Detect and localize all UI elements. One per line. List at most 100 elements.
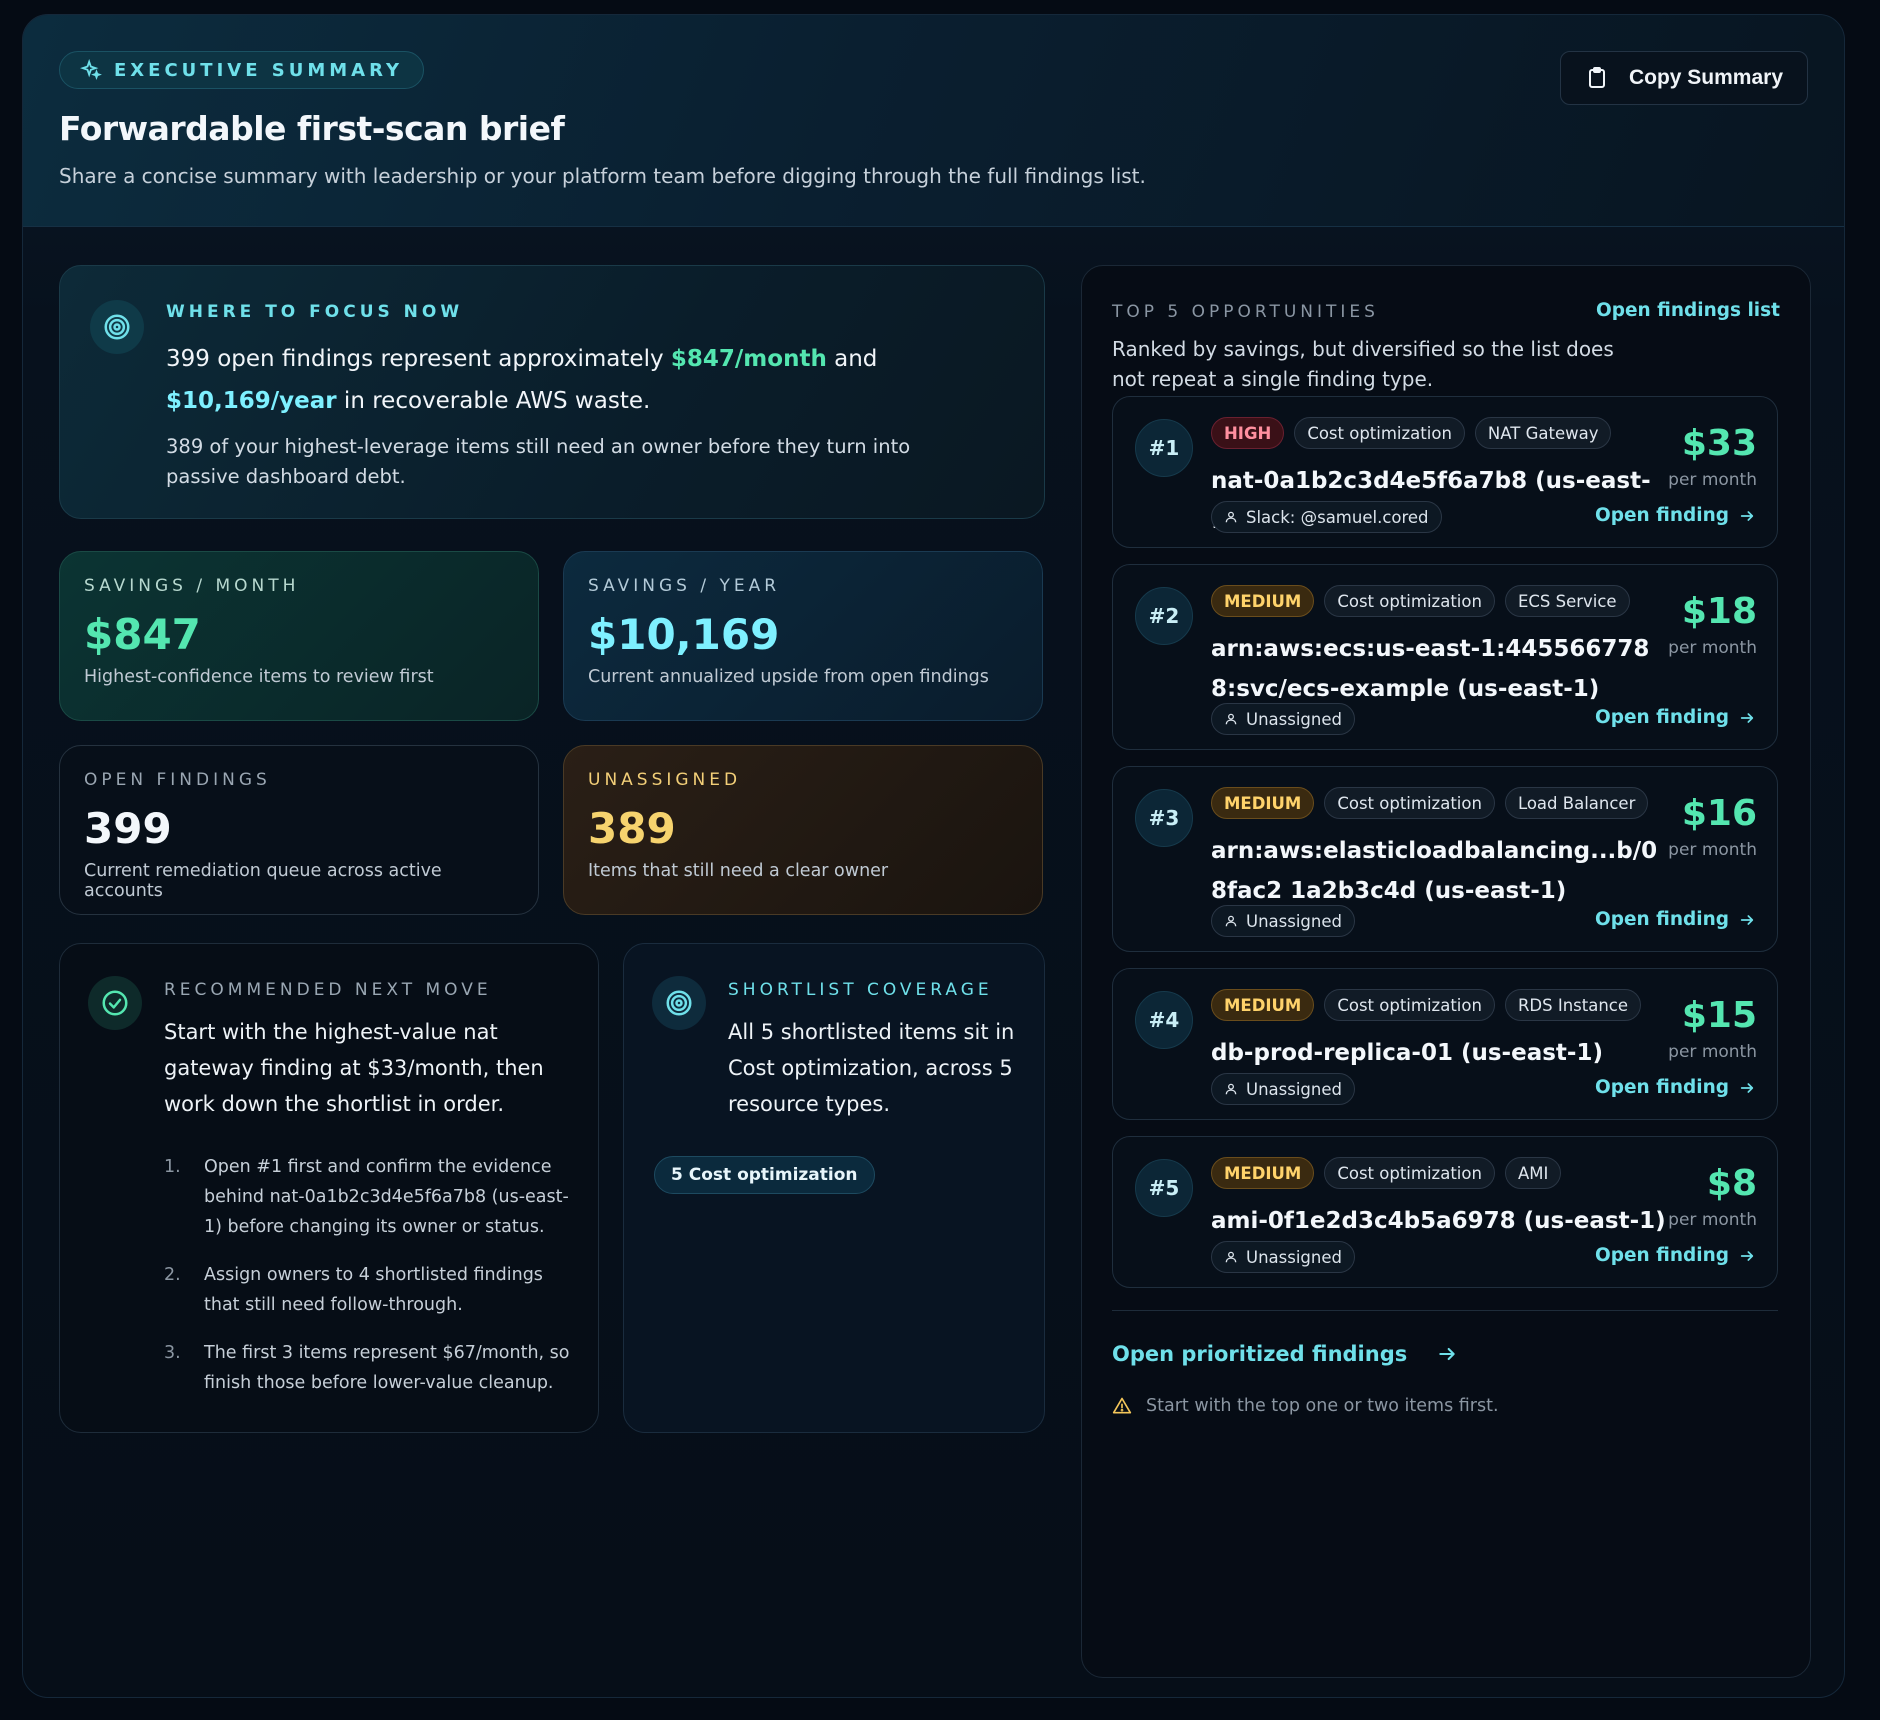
focus-monthly: $847/month	[670, 346, 827, 372]
owner-chip[interactable]: Unassigned	[1211, 905, 1355, 937]
divider	[1112, 1310, 1778, 1311]
user-icon	[1225, 915, 1237, 927]
opportunity-item: #5 MEDIUM Cost optimization AMI ami-0f1e…	[1112, 1136, 1778, 1288]
open-finding-link[interactable]: Open finding	[1595, 909, 1755, 930]
open-findings-list-link[interactable]: Open findings list	[1596, 300, 1780, 321]
amount-period: per month	[1668, 840, 1757, 860]
resource-type-tag: RDS Instance	[1504, 989, 1642, 1021]
severity-tag: MEDIUM	[1211, 1157, 1315, 1189]
stat-label: UNASSIGNED	[588, 770, 742, 790]
opportunities-eyebrow: TOP 5 OPPORTUNITIES	[1112, 302, 1379, 322]
arrow-right-icon	[1740, 1250, 1754, 1261]
severity-tag: MEDIUM	[1211, 585, 1315, 617]
resource-name: arn:aws:ecs:us-east-1:4455667788:svc/ecs…	[1211, 636, 1650, 702]
focus-card: WHERE TO FOCUS NOW 399 open findings rep…	[59, 265, 1045, 519]
user-icon	[1225, 1083, 1237, 1095]
executive-summary-badge: EXECUTIVE SUMMARY	[59, 51, 425, 89]
next-move-eyebrow: RECOMMENDED NEXT MOVE	[164, 980, 492, 1000]
category-tag: Cost optimization	[1324, 787, 1495, 819]
shortlist-coverage-card: SHORTLIST COVERAGE All 5 shortlisted ite…	[623, 943, 1045, 1433]
tag-row: MEDIUM Cost optimization RDS Instance	[1211, 989, 1642, 1021]
stat-unassigned: UNASSIGNED 389 Items that still need a c…	[563, 745, 1043, 915]
stat-savings-year: SAVINGS / YEAR $10,169 Current annualize…	[563, 551, 1043, 721]
coverage-eyebrow: SHORTLIST COVERAGE	[728, 980, 993, 1000]
stat-open-findings: OPEN FINDINGS 399 Current remediation qu…	[59, 745, 539, 915]
stat-desc: Current annualized upside from open find…	[588, 667, 989, 687]
list-item: 3. The first 3 items represent $67/month,…	[164, 1338, 574, 1398]
focus-text-a: 399 open findings represent approximatel…	[166, 346, 671, 372]
arrow-right-icon	[1740, 510, 1754, 521]
recommended-next-move-card: RECOMMENDED NEXT MOVE Start with the hig…	[59, 943, 599, 1433]
amount-value: $15	[1681, 995, 1757, 1036]
focus-note: 389 of your highest-leverage items still…	[166, 435, 911, 488]
savings-amount: $15 per month	[1668, 995, 1757, 1062]
opportunity-item: #2 MEDIUM Cost optimization ECS Service …	[1112, 564, 1778, 750]
page-title: Forwardable first-scan brief	[59, 109, 565, 148]
list-item: 2. Assign owners to 4 shortlisted finding…	[164, 1260, 574, 1320]
prioritized-label: Open prioritized findings	[1112, 1342, 1408, 1366]
resource-type-tag: NAT Gateway	[1474, 417, 1612, 449]
coverage-chip: 5 Cost optimization	[654, 1156, 875, 1194]
open-finding-link[interactable]: Open finding	[1595, 505, 1755, 526]
savings-amount: $16 per month	[1668, 793, 1757, 860]
owner-label: Unassigned	[1246, 709, 1342, 729]
opportunity-item: #3 MEDIUM Cost optimization Load Balance…	[1112, 766, 1778, 952]
warning-note: Start with the top one or two items firs…	[1112, 1396, 1499, 1416]
user-icon	[1225, 1251, 1237, 1263]
rank-badge: #2	[1135, 587, 1193, 645]
amount-value: $18	[1681, 591, 1757, 632]
step-number: 2.	[164, 1265, 181, 1285]
step-text: Assign owners to 4 shortlisted findings …	[204, 1265, 543, 1315]
resource-name: db-prod-replica-01 (us-east-1)	[1211, 1040, 1603, 1066]
check-circle-icon	[102, 990, 128, 1016]
copy-summary-button[interactable]: Copy Summary	[1559, 51, 1808, 105]
amount-value: $16	[1681, 793, 1757, 834]
focus-yearly: $10,169/year	[166, 388, 337, 414]
resource-name: ami-0f1e2d3c4b5a6978 (us-east-1)	[1211, 1208, 1666, 1234]
owner-label: Unassigned	[1246, 1247, 1342, 1267]
resource-type-tag: ECS Service	[1504, 585, 1630, 617]
open-finding-link[interactable]: Open finding	[1595, 1245, 1755, 1266]
list-item: 1. Open #1 first and confirm the evidence…	[164, 1152, 574, 1242]
badge-label: EXECUTIVE SUMMARY	[114, 59, 404, 81]
owner-label: Unassigned	[1246, 1079, 1342, 1099]
opportunity-item: #4 MEDIUM Cost optimization RDS Instance…	[1112, 968, 1778, 1120]
owner-chip[interactable]: Unassigned	[1211, 703, 1355, 735]
page-subtitle: Share a concise summary with leadership …	[59, 164, 1146, 188]
stat-value: $10,169	[588, 610, 780, 659]
warning-icon	[1112, 1397, 1132, 1414]
clipboard-icon	[1588, 67, 1605, 88]
coverage-icon-wrap	[652, 976, 706, 1030]
focus-text-b: and	[826, 346, 878, 372]
rank-badge: #5	[1135, 1159, 1193, 1217]
step-number: 3.	[164, 1343, 181, 1363]
open-finding-link[interactable]: Open finding	[1595, 707, 1755, 728]
tag-row: MEDIUM Cost optimization ECS Service	[1211, 585, 1630, 617]
category-tag: Cost optimization	[1324, 585, 1495, 617]
stat-value: 389	[588, 804, 676, 853]
arrow-right-icon	[1740, 712, 1754, 723]
sparkle-icon	[80, 59, 102, 81]
stat-desc: Highest-confidence items to review first	[84, 667, 434, 687]
owner-label: Slack: @samuel.cored	[1246, 507, 1429, 527]
target-icon	[104, 314, 130, 340]
owner-chip[interactable]: Slack: @samuel.cored	[1211, 501, 1442, 533]
stat-label: SAVINGS / MONTH	[84, 576, 300, 596]
resource-type-tag: AMI	[1504, 1157, 1562, 1189]
open-finding-link[interactable]: Open finding	[1595, 1077, 1755, 1098]
stat-label: SAVINGS / YEAR	[588, 576, 781, 596]
stat-value: $847	[84, 610, 201, 659]
step-text: Open #1 first and confirm the evidence b…	[204, 1157, 569, 1237]
coverage-lead: All 5 shortlisted items sit in Cost opti…	[728, 1020, 1015, 1116]
amount-value: $8	[1706, 1163, 1757, 1204]
rank-badge: #1	[1135, 419, 1193, 477]
user-icon	[1225, 511, 1237, 523]
owner-chip[interactable]: Unassigned	[1211, 1073, 1355, 1105]
rank-badge: #4	[1135, 991, 1193, 1049]
open-prioritized-findings-link[interactable]: Open prioritized findings	[1112, 1342, 1457, 1366]
owner-chip[interactable]: Unassigned	[1211, 1241, 1355, 1273]
stat-savings-month: SAVINGS / MONTH $847 Highest-confidence …	[59, 551, 539, 721]
category-tag: Cost optimization	[1324, 989, 1495, 1021]
owner-label: Unassigned	[1246, 911, 1342, 931]
copy-summary-label: Copy Summary	[1628, 66, 1783, 89]
